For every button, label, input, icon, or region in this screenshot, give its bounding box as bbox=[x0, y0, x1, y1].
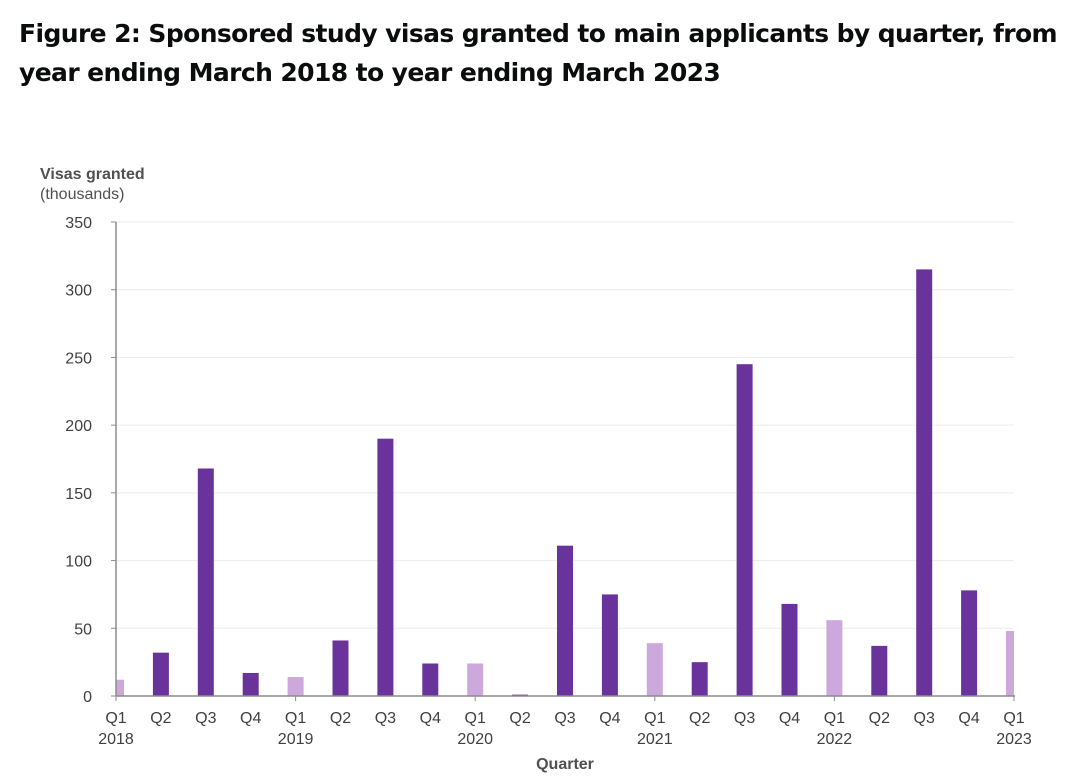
x-tick-year-label: 2021 bbox=[637, 731, 673, 748]
bars bbox=[116, 269, 1014, 696]
x-tick-quarter-label: Q2 bbox=[869, 710, 890, 727]
x-tick-quarter-label: Q4 bbox=[420, 710, 441, 727]
x-tick-quarter-label: Q1 bbox=[105, 710, 126, 727]
gridlines bbox=[116, 221, 1014, 629]
bar-q1-2022 bbox=[826, 620, 843, 696]
y-axis-subtitle: (thousands) bbox=[40, 186, 125, 203]
y-tick-label: 200 bbox=[65, 418, 92, 435]
bar-q2-2022 bbox=[871, 645, 888, 696]
x-tick-quarter-label: Q2 bbox=[509, 710, 530, 727]
x-axis-title: Quarter bbox=[536, 756, 594, 773]
x-tick-quarter-label: Q1 bbox=[1003, 710, 1024, 727]
bar-q3-2021 bbox=[736, 364, 753, 696]
x-tick-quarter-label: Q4 bbox=[599, 710, 620, 727]
bar-q1-2019 bbox=[287, 677, 304, 696]
x-tick-quarter-label: Q3 bbox=[375, 710, 396, 727]
x-tick-quarter-label: Q3 bbox=[554, 710, 575, 727]
bar-q3-2019 bbox=[377, 438, 394, 696]
x-axis-ticks: Q1 2018 Q2 Q3 Q4 Q1 2019 Q2 Q3 Q4 Q1 2020 Q2 Q3 Q4 Q1 20… bbox=[98, 696, 1032, 748]
y-axis-title: Visas granted bbox=[40, 166, 145, 183]
bar-q4-2021 bbox=[781, 603, 798, 696]
bar-q1-2021 bbox=[646, 643, 663, 696]
x-tick-quarter-label: Q1 bbox=[465, 710, 486, 727]
bar-q4-2018 bbox=[242, 672, 259, 696]
y-tick-label: 50 bbox=[74, 621, 92, 638]
x-tick-quarter-label: Q1 bbox=[285, 710, 306, 727]
bar-q1-2023 bbox=[1006, 630, 1014, 696]
y-tick-label: 100 bbox=[65, 554, 92, 571]
bar-q4-2020 bbox=[601, 594, 618, 696]
x-tick-quarter-label: Q2 bbox=[150, 710, 171, 727]
y-tick-label: 150 bbox=[65, 486, 92, 503]
y-tick-label: 350 bbox=[65, 215, 92, 232]
x-tick-year-label: 2023 bbox=[996, 731, 1032, 748]
x-tick-quarter-label: Q3 bbox=[914, 710, 935, 727]
x-tick-quarter-label: Q3 bbox=[734, 710, 755, 727]
x-tick-quarter-label: Q4 bbox=[240, 710, 261, 727]
x-tick-quarter-label: Q4 bbox=[779, 710, 800, 727]
bar-q2-2019 bbox=[332, 640, 349, 696]
x-tick-quarter-label: Q1 bbox=[644, 710, 665, 727]
x-tick-year-label: 2018 bbox=[98, 731, 134, 748]
bar-q2-2018 bbox=[152, 652, 169, 696]
bar-q4-2019 bbox=[422, 663, 439, 696]
x-tick-year-label: 2020 bbox=[457, 731, 493, 748]
y-tick-label: 0 bbox=[83, 689, 92, 706]
axes bbox=[115, 222, 1015, 697]
figure-title: Figure 2: Sponsored study visas granted … bbox=[19, 19, 1058, 87]
bar-q3-2018 bbox=[197, 468, 214, 696]
y-tick-label: 300 bbox=[65, 283, 92, 300]
bar-q1-2020 bbox=[467, 663, 484, 696]
bar-q3-2022 bbox=[916, 269, 933, 696]
y-axis-ticks: 0 50 100 150 200 250 300 350 bbox=[65, 215, 116, 706]
y-tick-label: 250 bbox=[65, 350, 92, 367]
x-tick-quarter-label: Q4 bbox=[958, 710, 979, 727]
x-tick-quarter-label: Q3 bbox=[195, 710, 216, 727]
bar-q3-2020 bbox=[557, 545, 573, 696]
x-tick-year-label: 2019 bbox=[278, 731, 314, 748]
bar-q1-2018 bbox=[116, 679, 124, 696]
x-tick-quarter-label: Q2 bbox=[330, 710, 351, 727]
bar-q2-2021 bbox=[691, 662, 708, 696]
x-tick-year-label: 2022 bbox=[817, 731, 853, 748]
x-tick-quarter-label: Q1 bbox=[824, 710, 845, 727]
bar-q4-2022 bbox=[961, 590, 978, 696]
x-tick-quarter-label: Q2 bbox=[689, 710, 710, 727]
